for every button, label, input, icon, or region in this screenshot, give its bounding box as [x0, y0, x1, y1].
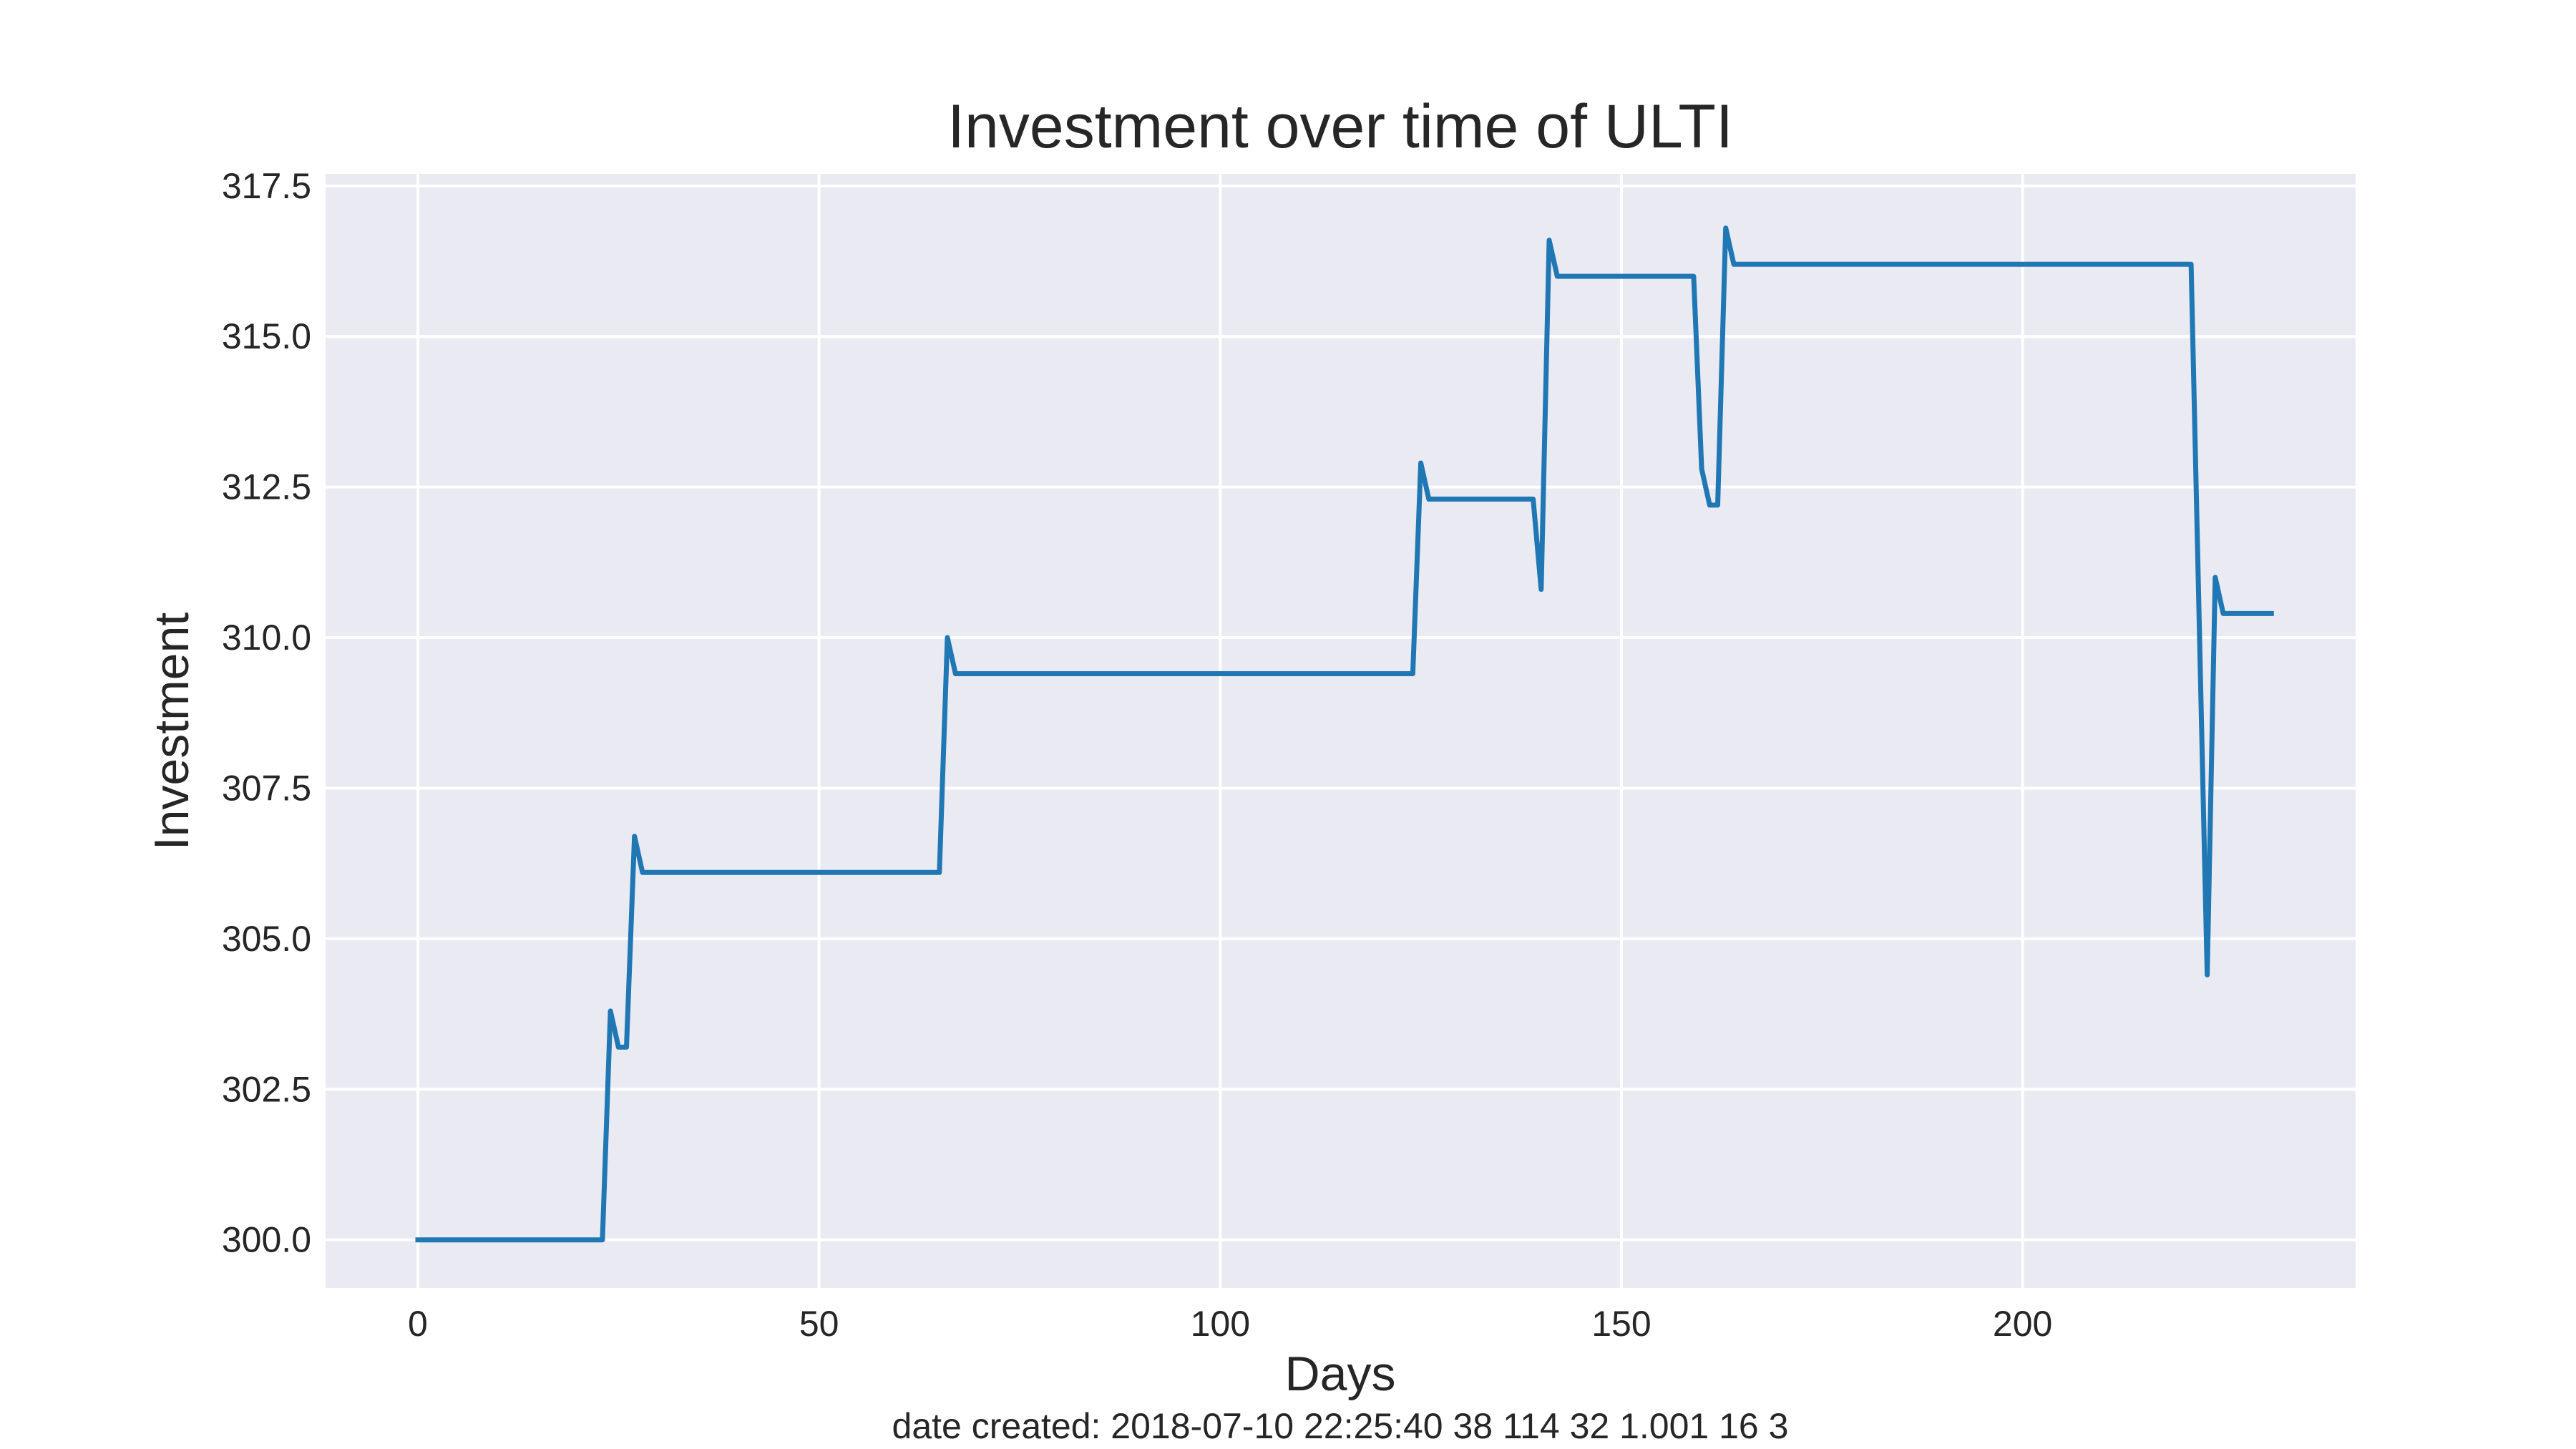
series-lines — [415, 225, 2274, 1243]
x-tick-label: 0 — [408, 1304, 428, 1344]
y-tick-label: 300.0 — [222, 1220, 311, 1260]
y-tick-label: 305.0 — [222, 919, 311, 959]
date-created-note: date created: 2018-07-10 22:25:40 38 114… — [892, 1406, 1789, 1446]
chart-title: Investment over time of ULTI — [947, 92, 1733, 161]
plot-area — [326, 174, 2356, 1288]
x-tick-label: 100 — [1191, 1304, 1250, 1344]
y-tick-label: 302.5 — [222, 1069, 311, 1109]
y-axis-label: Investment — [145, 613, 199, 851]
y-tick-label: 312.5 — [222, 467, 311, 507]
tick-labels: 0 50 100 150 200 300.0 302.5 305.0 307.5 310.0 312… — [222, 166, 2052, 1344]
grid — [326, 174, 2356, 1288]
investment-series-line — [415, 225, 2274, 1243]
y-tick-label: 310.0 — [222, 618, 311, 658]
y-tick-label: 315.0 — [222, 316, 311, 356]
x-tick-label: 150 — [1591, 1304, 1651, 1344]
y-tick-label: 317.5 — [222, 166, 311, 206]
x-tick-label: 200 — [1993, 1304, 2052, 1344]
x-axis-label: Days — [1285, 1347, 1396, 1401]
x-tick-label: 50 — [799, 1304, 839, 1344]
y-tick-label: 307.5 — [222, 768, 311, 808]
